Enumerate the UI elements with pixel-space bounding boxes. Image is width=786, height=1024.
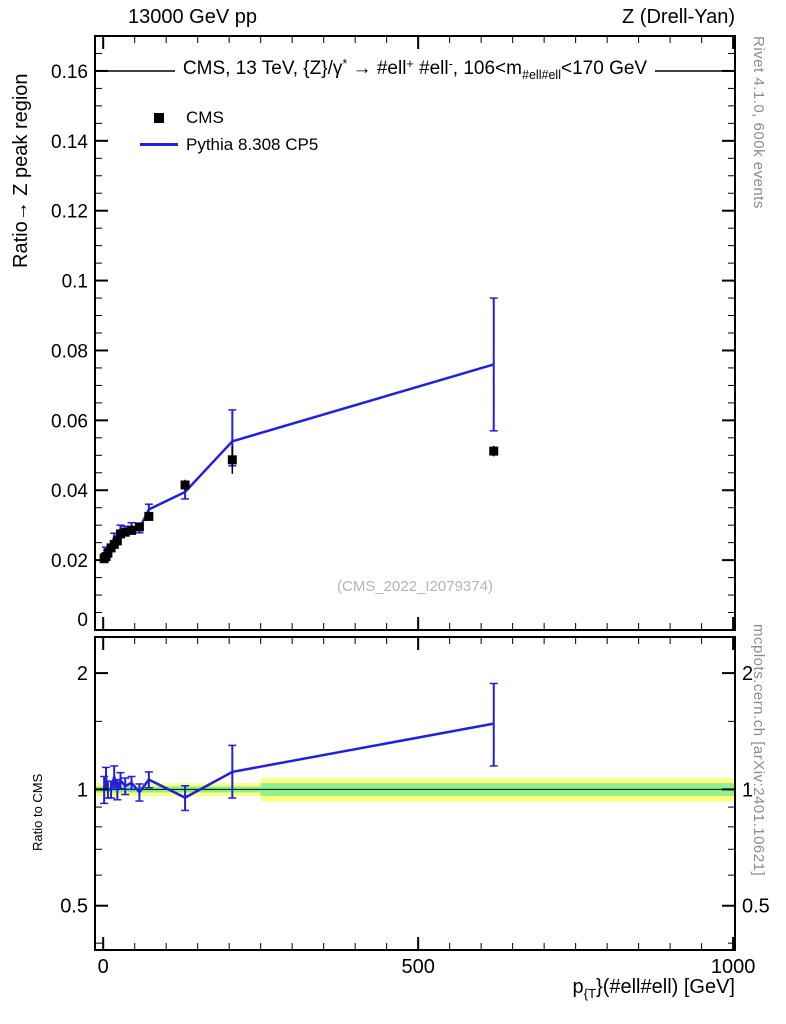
svg-text:2: 2 [742, 663, 753, 685]
process-label: Z (Drell-Yan) [622, 6, 735, 28]
legend-label-pythia: Pythia 8.308 CP5 [186, 134, 319, 154]
ratio-bands [95, 778, 735, 802]
rivet-version-note: Rivet 4.1.0, 600k events [750, 36, 767, 209]
x-axis-title: p{T}(#ell#ell) [GeV] [572, 976, 735, 1002]
cut-annotation: CMS, 13 TeV, {Z}/γ* → #ell+ #ell-, 106<m… [95, 57, 735, 82]
svg-text:2: 2 [77, 663, 88, 685]
svg-text:0.08: 0.08 [51, 341, 88, 362]
svg-text:0: 0 [77, 610, 88, 631]
legend-item-cms: CMS [136, 104, 318, 131]
main-y-axis-title: Ratio→ Z peak region [10, 73, 32, 268]
svg-text:0.1: 0.1 [62, 272, 88, 293]
svg-text:1: 1 [77, 779, 88, 801]
svg-text:1000: 1000 [711, 956, 756, 978]
svg-text:0.02: 0.02 [51, 551, 88, 572]
svg-text:0.5: 0.5 [742, 896, 770, 918]
cut-annotation-text: CMS, 13 TeV, {Z}/γ* → #ell+ #ell-, 106<m… [174, 57, 656, 82]
svg-text:0: 0 [98, 956, 109, 978]
axis-ticks [95, 36, 735, 950]
svg-text:0.06: 0.06 [51, 411, 88, 432]
svg-text:0.5: 0.5 [60, 896, 88, 918]
tick-labels: 0 0.02 0.04 0.06 0.08 0.1 0.12 0.14 0.16 0.5 0.5 1 1… [51, 62, 770, 978]
legend-icon-cell [136, 112, 182, 123]
panel-frames [94, 35, 736, 951]
svg-text:0.16: 0.16 [51, 62, 88, 83]
svg-text:1: 1 [742, 779, 753, 801]
legend-label-cms: CMS [186, 107, 224, 127]
svg-text:0.14: 0.14 [51, 132, 88, 153]
analysis-id-watermark: (CMS_2022_I2079374) [337, 578, 493, 595]
pythia-line-icon [140, 143, 178, 146]
pythia-series [100, 297, 498, 564]
cms-marker-icon [154, 112, 164, 123]
legend-item-pythia: Pythia 8.308 CP5 [136, 131, 318, 158]
beam-energy-label: 13000 GeV pp [128, 6, 257, 28]
legend: CMS Pythia 8.308 CP5 [136, 104, 318, 158]
ratio-y-axis-title: Ratio to CMS [30, 773, 45, 851]
svg-text:500: 500 [401, 956, 434, 978]
mcplots-reference-note: mcplots.cern.ch [arXiv:2401.10621] [750, 624, 767, 877]
svg-text:0.12: 0.12 [51, 202, 88, 223]
cms-series [99, 445, 499, 563]
legend-icon-cell [136, 143, 182, 146]
svg-text:0.04: 0.04 [51, 481, 88, 502]
